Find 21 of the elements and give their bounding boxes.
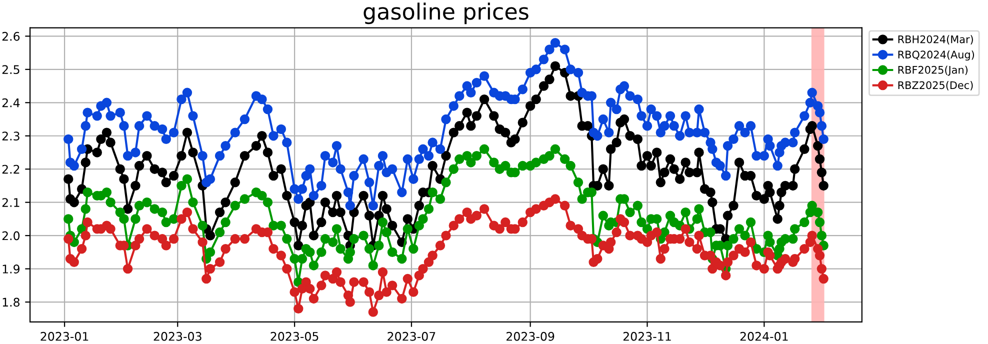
y-tick-label: 2.0	[2, 231, 20, 240]
legend-label: RBF2025(Jan)	[898, 66, 968, 76]
y-tick-label: 2.3	[2, 132, 20, 141]
y-tick-label: 2.5	[2, 65, 20, 74]
x-tick-label: 2023-01	[40, 332, 88, 341]
y-tick-label: 1.8	[2, 298, 20, 307]
x-tick-label: 2023-03	[154, 332, 202, 341]
chart-title: gasoline prices	[364, 2, 528, 24]
y-tick-label: 2.4	[2, 98, 20, 108]
x-tick-label: 2023-05	[270, 332, 318, 341]
y-tick-label: 2.6	[2, 32, 20, 41]
y-tick-label: 1.9	[2, 264, 20, 274]
y-tick-label: 2.1	[2, 198, 20, 207]
x-tick-label: 2023-07	[388, 332, 436, 341]
legend-label: RBZ2025(Dec)	[898, 81, 973, 90]
legend-label: RBH2024(Mar)	[898, 35, 973, 44]
legend-label: RBQ2024(Aug)	[898, 50, 974, 61]
y-tick-label: 2.2	[2, 164, 20, 174]
x-tick-label: 2024-01	[740, 332, 788, 341]
x-tick-label: 2023-11	[623, 332, 671, 341]
x-tick-label: 2023-09	[506, 332, 554, 341]
